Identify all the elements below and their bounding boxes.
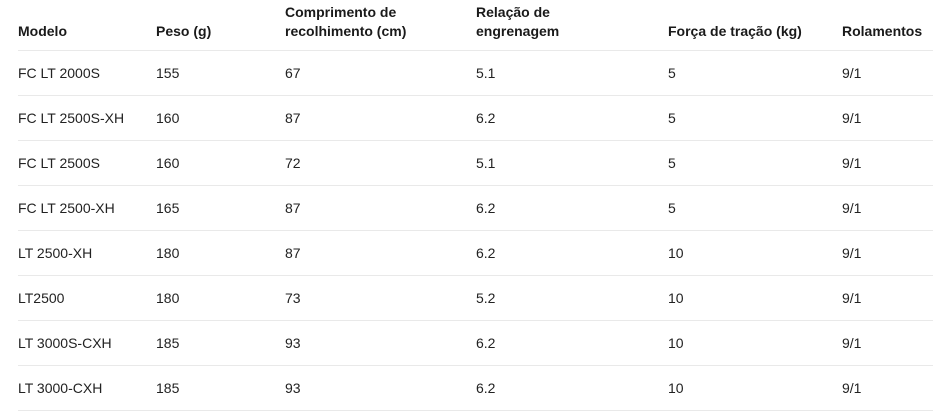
- reel-specs-table: Modelo Peso (g) Comprimento de recolhime…: [18, 0, 933, 411]
- cell-comprimento: 87: [285, 230, 476, 276]
- cell-rolamentos: 9/1: [842, 95, 933, 141]
- cell-peso: 185: [156, 320, 285, 366]
- cell-forca: 10: [668, 275, 842, 321]
- table-row: LT2500 180 73 5.2 10 9/1: [18, 275, 933, 321]
- cell-comprimento: 87: [285, 185, 476, 231]
- cell-engrenagem: 5.1: [476, 140, 668, 186]
- cell-modelo: LT 3000S-CXH: [18, 320, 156, 366]
- cell-comprimento: 93: [285, 365, 476, 411]
- cell-peso: 160: [156, 95, 285, 141]
- cell-rolamentos: 9/1: [842, 50, 933, 96]
- table-body: FC LT 2000S 155 67 5.1 5 9/1 FC LT 2500S…: [18, 50, 933, 411]
- cell-forca: 10: [668, 230, 842, 276]
- cell-forca: 5: [668, 140, 842, 186]
- cell-rolamentos: 9/1: [842, 230, 933, 276]
- cell-comprimento: 87: [285, 95, 476, 141]
- cell-peso: 155: [156, 50, 285, 96]
- cell-modelo: LT 3000-CXH: [18, 365, 156, 411]
- cell-rolamentos: 9/1: [842, 365, 933, 411]
- cell-rolamentos: 9/1: [842, 320, 933, 366]
- cell-peso: 180: [156, 275, 285, 321]
- cell-engrenagem: 6.2: [476, 95, 668, 141]
- cell-forca: 5: [668, 95, 842, 141]
- cell-forca: 5: [668, 185, 842, 231]
- cell-engrenagem: 6.2: [476, 185, 668, 231]
- table-row: FC LT 2000S 155 67 5.1 5 9/1: [18, 50, 933, 96]
- cell-comprimento: 93: [285, 320, 476, 366]
- cell-comprimento: 72: [285, 140, 476, 186]
- column-header-rolamentos: Rolamentos: [842, 0, 933, 51]
- cell-comprimento: 67: [285, 50, 476, 96]
- cell-modelo: FC LT 2000S: [18, 50, 156, 96]
- cell-engrenagem: 5.1: [476, 50, 668, 96]
- cell-comprimento: 73: [285, 275, 476, 321]
- cell-peso: 180: [156, 230, 285, 276]
- cell-engrenagem: 5.2: [476, 275, 668, 321]
- cell-engrenagem: 6.2: [476, 365, 668, 411]
- cell-rolamentos: 9/1: [842, 185, 933, 231]
- cell-modelo: LT2500: [18, 275, 156, 321]
- cell-rolamentos: 9/1: [842, 140, 933, 186]
- cell-peso: 160: [156, 140, 285, 186]
- cell-peso: 165: [156, 185, 285, 231]
- column-header-peso: Peso (g): [156, 0, 285, 51]
- header-row: Modelo Peso (g) Comprimento de recolhime…: [18, 0, 933, 51]
- column-header-forca-tracao: Força de tração (kg): [668, 0, 842, 51]
- table-row: LT 2500-XH 180 87 6.2 10 9/1: [18, 230, 933, 276]
- table-row: FC LT 2500-XH 165 87 6.2 5 9/1: [18, 185, 933, 231]
- column-header-modelo: Modelo: [18, 0, 156, 51]
- table-row: LT 3000-CXH 185 93 6.2 10 9/1: [18, 365, 933, 411]
- table-row: LT 3000S-CXH 185 93 6.2 10 9/1: [18, 320, 933, 366]
- table-row: FC LT 2500S 160 72 5.1 5 9/1: [18, 140, 933, 186]
- cell-modelo: LT 2500-XH: [18, 230, 156, 276]
- column-header-relacao-engrenagem: Relação de engrenagem: [476, 0, 668, 51]
- cell-forca: 10: [668, 365, 842, 411]
- table-header: Modelo Peso (g) Comprimento de recolhime…: [18, 0, 933, 51]
- cell-modelo: FC LT 2500S-XH: [18, 95, 156, 141]
- column-header-comprimento-recolhimento: Comprimento de recolhimento (cm): [285, 0, 476, 51]
- cell-engrenagem: 6.2: [476, 230, 668, 276]
- cell-forca: 10: [668, 320, 842, 366]
- table-row: FC LT 2500S-XH 160 87 6.2 5 9/1: [18, 95, 933, 141]
- cell-rolamentos: 9/1: [842, 275, 933, 321]
- cell-engrenagem: 6.2: [476, 320, 668, 366]
- cell-modelo: FC LT 2500-XH: [18, 185, 156, 231]
- cell-peso: 185: [156, 365, 285, 411]
- cell-modelo: FC LT 2500S: [18, 140, 156, 186]
- cell-forca: 5: [668, 50, 842, 96]
